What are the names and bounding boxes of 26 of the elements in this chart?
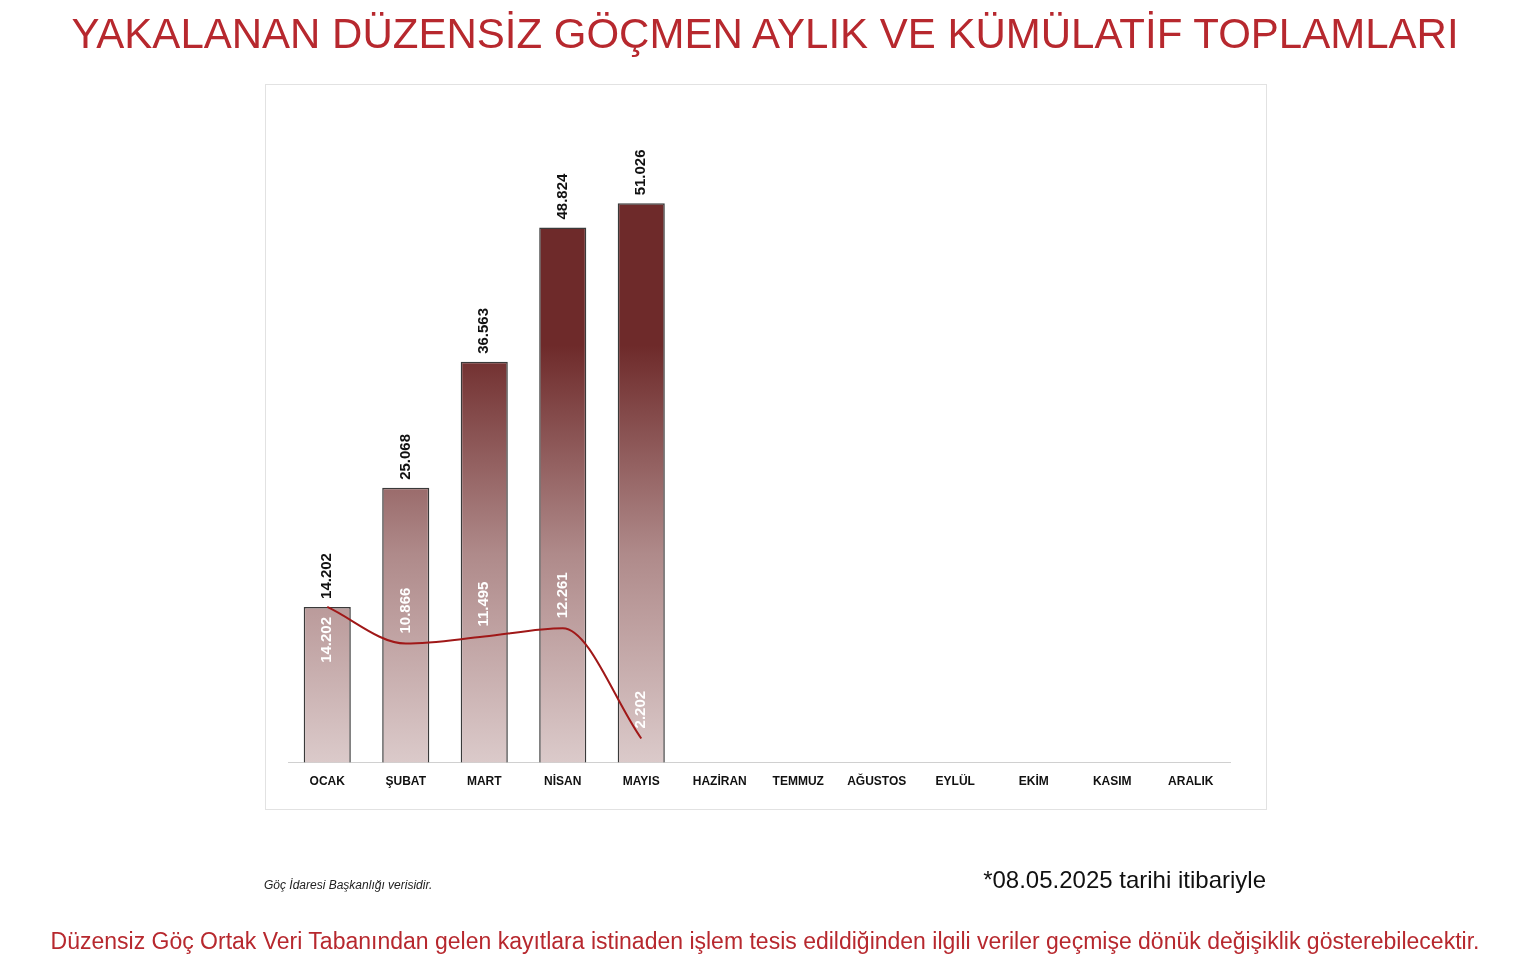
x-tick-label: KASIM [1092,774,1132,789]
data-label: 14.202 [317,553,335,599]
text: Göç İdaresi Başkanlığı verisidir. [264,878,433,892]
x-tick-label: ŞUBAT [385,774,427,789]
data-label: 14.202 [317,616,335,663]
x-tick-label: MART [466,774,503,789]
data-label: 12.261 [552,572,570,619]
data-label: 10.866 [395,587,413,634]
data-label: 51.026 [631,149,649,196]
x-tick-label: AĞUSTOS [847,773,907,789]
x-tick-label: EYLÜL [935,773,975,789]
x-tick-label: HAZİRAN [692,773,747,789]
x-tick-label: EKİM [1018,773,1049,789]
data-label: 25.068 [395,433,413,480]
data-label: 11.495 [474,581,492,627]
data-label: 48.824 [552,172,570,220]
x-tick-label: ARALIK [1168,774,1214,789]
chart-title: YAKALANAN DÜZENSİZ GÖÇMEN AYLIK VE KÜMÜLATİF TOPLAMLARI [70,10,1460,58]
x-tick-label: OCAK [309,774,346,789]
x-tick-label: MAYIS [622,774,660,789]
x-tick-label: NİSAN [544,773,582,789]
text: *08.05.2025 tarihi itibariyle [983,866,1266,894]
x-tick-label: TEMMUZ [772,774,824,789]
data-label: 2.202 [631,690,649,729]
text: Düzensiz Göç Ortak Veri Tabanından gelen kayıtlara istinaden işlem tesis edildiğinden ilgili veriler geçmişe dönük değişiklik gösterebilecektir. [49,928,1481,955]
data-label: 36.563 [474,307,492,354]
